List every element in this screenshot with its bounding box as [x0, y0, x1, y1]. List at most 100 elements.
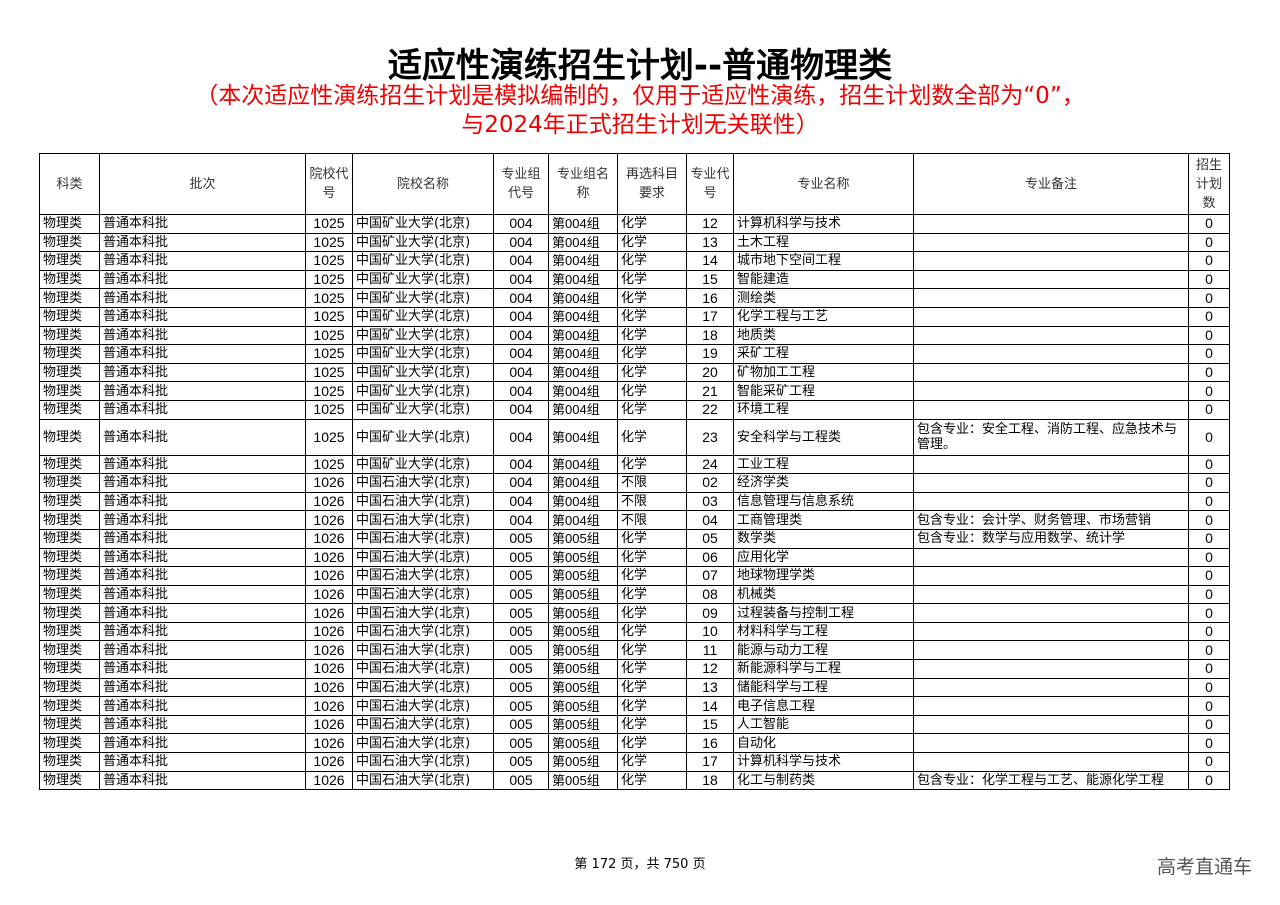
cell-category: 物理类 [39, 399, 100, 420]
cell-major-code: 15 [686, 269, 734, 290]
cell-school-code: 1025 [305, 306, 353, 327]
cell-major-note [913, 733, 1189, 754]
cell-group-code: 005 [493, 770, 549, 791]
cell-plan-count: 0 [1188, 621, 1230, 642]
cell-plan-count: 0 [1188, 288, 1230, 308]
cell-plan-count: 0 [1188, 362, 1230, 383]
cell-major-code: 02 [686, 473, 734, 493]
cell-school-code: 1026 [305, 547, 353, 568]
cell-major-code: 05 [686, 528, 734, 549]
table-row: 物理类 普通本科批 1026 中国石油大学(北京) 005 第005组 化学 10 材料科学与工… [39, 621, 1230, 642]
cell-major-code: 23 [686, 418, 734, 456]
cell-school-name: 中国石油大学(北京) [352, 547, 494, 568]
cell-category: 物理类 [39, 491, 100, 512]
cell-category: 物理类 [39, 325, 100, 346]
cell-major-note [913, 214, 1189, 234]
cell-major-name: 城市地下空间工程 [733, 251, 914, 271]
cell-school-name: 中国石油大学(北京) [352, 770, 494, 791]
cell-group-name: 第004组 [548, 510, 618, 530]
cell-group-name: 第004组 [548, 418, 618, 456]
cell-major-code: 22 [686, 399, 734, 420]
cell-group-name: 第005组 [548, 566, 618, 586]
cell-subject-req: 化学 [617, 659, 687, 679]
table-row: 物理类 普通本科批 1026 中国石油大学(北京) 004 第004组 不限 03 信息管理与信… [39, 491, 1230, 512]
cell-major-name: 新能源科学与工程 [733, 659, 914, 679]
cell-batch: 普通本科批 [99, 510, 306, 530]
cell-group-code: 005 [493, 714, 549, 735]
cell-category: 物理类 [39, 659, 100, 679]
cell-plan-count: 0 [1188, 306, 1230, 327]
cell-major-note [913, 696, 1189, 716]
cell-major-note: 包含专业：会计学、财务管理、市场营销 [913, 510, 1189, 530]
table-row: 物理类 普通本科批 1026 中国石油大学(北京) 004 第004组 不限 02 经济学类 0 [39, 473, 1230, 493]
cell-group-name: 第005组 [548, 603, 618, 623]
cell-school-code: 1026 [305, 696, 353, 716]
cell-major-code: 10 [686, 621, 734, 642]
cell-subject-req: 化学 [617, 621, 687, 642]
cell-group-code: 004 [493, 344, 549, 364]
cell-group-name: 第004组 [548, 269, 618, 290]
cell-category: 物理类 [39, 306, 100, 327]
cell-school-code: 1026 [305, 473, 353, 493]
cell-major-name: 智能建造 [733, 269, 914, 290]
cell-subject-req: 化学 [617, 584, 687, 605]
cell-subject-req: 化学 [617, 269, 687, 290]
cell-major-note [913, 325, 1189, 346]
cell-plan-count: 0 [1188, 770, 1230, 791]
cell-group-code: 004 [493, 399, 549, 420]
cell-group-code: 005 [493, 603, 549, 623]
cell-school-code: 1025 [305, 232, 353, 253]
cell-plan-count: 0 [1188, 714, 1230, 735]
cell-school-name: 中国石油大学(北京) [352, 510, 494, 530]
cell-category: 物理类 [39, 344, 100, 364]
cell-group-code: 005 [493, 696, 549, 716]
table-row: 物理类 普通本科批 1026 中国石油大学(北京) 005 第005组 化学 15 人工智能 0 [39, 714, 1230, 735]
cell-school-name: 中国矿业大学(北京) [352, 344, 494, 364]
col-header: 专业名称 [733, 153, 914, 215]
cell-group-name: 第004组 [548, 362, 618, 383]
cell-group-name: 第005组 [548, 621, 618, 642]
cell-major-code: 13 [686, 232, 734, 253]
cell-plan-count: 0 [1188, 696, 1230, 716]
cell-group-code: 004 [493, 473, 549, 493]
cell-subject-req: 化学 [617, 214, 687, 234]
table-row: 物理类 普通本科批 1026 中国石油大学(北京) 005 第005组 化学 13 储能科学与工… [39, 677, 1230, 698]
table-row: 物理类 普通本科批 1026 中国石油大学(北京) 005 第005组 化学 16 自动化 0 [39, 733, 1230, 754]
cell-category: 物理类 [39, 288, 100, 308]
cell-group-name: 第005组 [548, 696, 618, 716]
col-header: 院校代号 [305, 153, 353, 215]
header-row: 科类 批次 院校代号 院校名称 专业组代号 专业组名称 再选科目要求 专业代号 … [39, 153, 1230, 215]
cell-major-name: 材料科学与工程 [733, 621, 914, 642]
table-row: 物理类 普通本科批 1025 中国矿业大学(北京) 004 第004组 化学 24 工业工程 0 [39, 454, 1230, 475]
cell-category: 物理类 [39, 584, 100, 605]
cell-batch: 普通本科批 [99, 381, 306, 401]
cell-major-name: 安全科学与工程类 [733, 418, 914, 456]
cell-group-code: 004 [493, 362, 549, 383]
cell-group-code: 004 [493, 214, 549, 234]
cell-category: 物理类 [39, 677, 100, 698]
cell-school-code: 1025 [305, 418, 353, 456]
cell-subject-req: 化学 [617, 528, 687, 549]
cell-group-name: 第004组 [548, 399, 618, 420]
cell-major-name: 机械类 [733, 584, 914, 605]
cell-category: 物理类 [39, 770, 100, 791]
cell-school-code: 1025 [305, 288, 353, 308]
cell-school-name: 中国石油大学(北京) [352, 714, 494, 735]
cell-major-code: 07 [686, 566, 734, 586]
brand-watermark: 高考直通车 [1156, 856, 1252, 878]
cell-group-code: 004 [493, 454, 549, 475]
cell-group-code: 005 [493, 621, 549, 642]
cell-major-code: 06 [686, 547, 734, 568]
cell-major-name: 自动化 [733, 733, 914, 754]
cell-plan-count: 0 [1188, 640, 1230, 661]
cell-subject-req: 化学 [617, 677, 687, 698]
table-row: 物理类 普通本科批 1026 中国石油大学(北京) 005 第005组 化学 06 应用化学 0 [39, 547, 1230, 568]
cell-school-code: 1025 [305, 214, 353, 234]
cell-major-name: 过程装备与控制工程 [733, 603, 914, 623]
cell-major-code: 12 [686, 214, 734, 234]
cell-batch: 普通本科批 [99, 677, 306, 698]
cell-major-code: 08 [686, 584, 734, 605]
cell-plan-count: 0 [1188, 251, 1230, 271]
cell-plan-count: 0 [1188, 491, 1230, 512]
cell-category: 物理类 [39, 733, 100, 754]
